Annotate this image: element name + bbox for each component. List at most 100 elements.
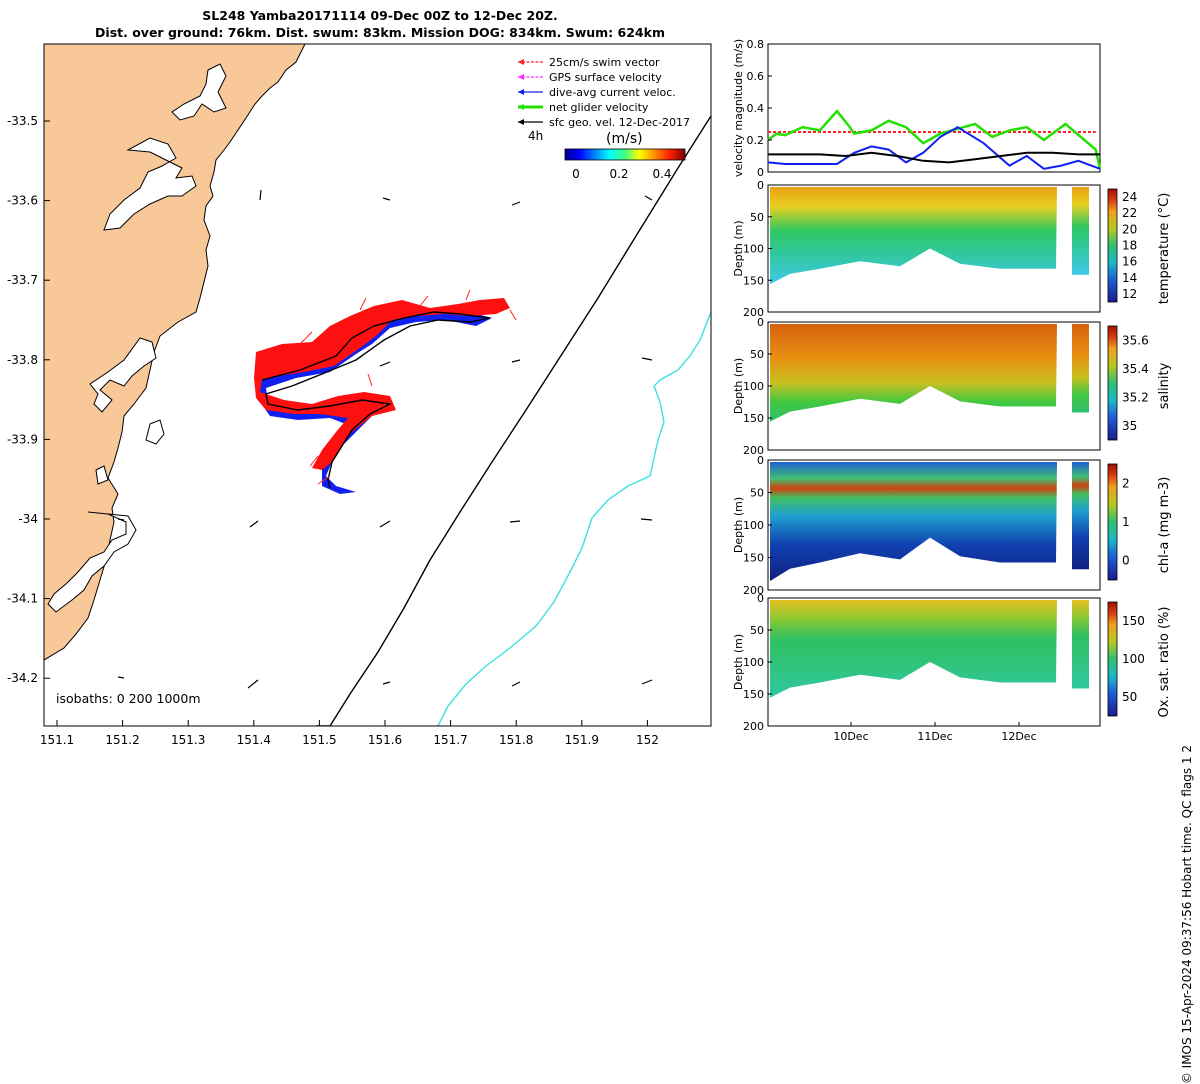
section-y-tick-label: 150 [743,552,764,565]
section-colorbar-tick-label: 150 [1122,614,1145,628]
isobath-1000m [437,311,711,726]
section-data-body-late [1072,187,1089,275]
section-x-tick-label: 12Dec [1001,730,1036,743]
section-y-tick-label: 50 [750,211,764,224]
section-data-body-late [1072,324,1089,413]
legend-label: net glider velocity [549,101,649,114]
section-y-tick-label: 150 [743,274,764,287]
section-colorbar [1107,601,1118,717]
section-y-label: Depth (m) [732,220,745,276]
map-panel: 151.1 151.2 151.3 151.4 151.5 151.6 151.7 151.8… [7,43,712,747]
velocity-y-tick-label: 0.8 [747,38,765,51]
section-y-tick-label: 50 [750,624,764,637]
map-x-tick-label: 151.2 [105,733,139,747]
velocity-y-tick-label: 0.2 [747,134,765,147]
section-colorbar-tick-label: 100 [1122,652,1145,666]
section-colorbar-tick-label: 35 [1122,419,1137,433]
colorbar-tick-label: 0.4 [652,167,671,181]
velocity-series-line [767,126,1101,170]
map-y-tick-label: -34.1 [7,592,38,606]
colorbar-tick-label: 0 [572,167,580,181]
section-y-tick-label: 200 [743,444,764,457]
map-y-tick-label: -33.6 [7,194,38,208]
velocity-y-label: velocity magnitude (m/s) [732,39,745,177]
map-x-tick-label: 151.6 [368,733,402,747]
section-data-body-late [1072,600,1089,689]
section-colorbar-tick-label: 22 [1122,206,1137,220]
section-y-label: Depth (m) [732,497,745,553]
section-colorbar-tick-label: 1 [1122,515,1130,529]
velocity-panel: 0 0.2 0.4 0.6 0.8 velocity magnitude (m/s) [732,38,1102,179]
velocity-y-tick-label: 0 [757,166,764,179]
map-x-tick-label: 151.3 [171,733,205,747]
section-data-body [770,600,1057,698]
velocity-y-tick-labels: 0 0.2 0.4 0.6 0.8 [747,38,772,179]
section-colorbar [1107,325,1118,441]
colorbar-jet [564,148,686,161]
section-colorbar-tick-label: 18 [1122,239,1137,253]
legend-arrowhead [518,119,524,125]
section-x-tick-label: 11Dec [917,730,952,743]
section-colorbar-label: chl-a (mg m-3) [1157,477,1172,574]
legend-arrowhead [518,74,524,80]
section-colorbar [1107,463,1118,581]
map-y-tick-label: -33.8 [7,353,38,367]
colorbar-unit-label: (m/s) [606,131,643,147]
section-colorbar-tick-label: 35.6 [1122,333,1149,347]
colorbar-tick-label: 0.2 [609,167,628,181]
section-data-body [770,187,1057,285]
swim-vector-band [254,298,510,470]
section-data-body-late [1072,462,1089,570]
section-colorbar-label: temperature (°C) [1157,193,1172,305]
section-y-label: Depth (m) [732,634,745,690]
section-y-tick-label: 150 [743,688,764,701]
coastline-inlets [47,63,227,613]
map-y-tick-label: -34 [18,512,38,526]
colorbar-marker-4h: 4h [528,129,543,143]
section-colorbar-tick-label: 35.4 [1122,362,1149,376]
legend-label: GPS surface velocity [549,71,662,84]
figure-title-line2: Dist. over ground: 76km. Dist. swum: 83k… [95,25,665,40]
section-colorbar-tick-label: 24 [1122,190,1137,204]
figure-title-line1: SL248 Yamba20171114 09-Dec 00Z to 12-Dec… [202,8,558,23]
section-y-tick-label: 0 [757,179,764,192]
map-x-tick-labels: 151.1 151.2 151.3 151.4 151.5 151.6 151.7 151.8… [40,720,659,747]
swim-arrows [299,289,517,485]
legend-label: sfc geo. vel. 12-Dec-2017 [549,116,690,129]
legend-label: dive-avg current veloc. [549,86,676,99]
section-panel: 0 50 100 150 200 Depth (m) 12 14 16 18 20 22 24 tempe… [732,179,1172,319]
glider-track [254,289,517,494]
map-x-tick-label: 151.9 [565,733,599,747]
section-y-tick-label: 100 [743,380,764,393]
section-y-tick-label: 100 [743,656,764,669]
section-colorbar-tick-label: 12 [1122,287,1137,301]
sfc-geo-arrows [117,189,653,689]
section-y-tick-label: 200 [743,306,764,319]
map-x-tick-label: 151.1 [40,733,74,747]
section-y-tick-label: 0 [757,592,764,605]
section-panel: 0 50 100 150 200 Depth (m) 35 35.2 35.4 35.6 salin… [732,316,1172,457]
isobath-200m [316,115,711,726]
section-colorbar-tick-label: 35.2 [1122,390,1149,404]
section-y-tick-label: 50 [750,348,764,361]
section-colorbar-label: salinity [1157,362,1172,409]
legend-label: 25cm/s swim vector [549,56,660,69]
section-colorbar-label: Ox. sat. ratio (%) [1157,607,1172,718]
colorbar-tick-labels: 0 0.2 0.4 [572,167,671,181]
section-panel: 0 50 100 150 200 Depth (m) 50 100 150 Ox. sat. ra… [732,592,1172,743]
section-y-tick-label: 50 [750,487,764,500]
section-y-tick-label: 0 [757,316,764,329]
figure-canvas: 151.1 151.2 151.3 151.4 151.5 151.6 151.7 151.8… [7,38,1172,747]
section-data-body [770,462,1057,582]
map-y-tick-label: -33.9 [7,432,38,446]
isobaths-label: isobaths: 0 200 1000m [56,691,201,706]
section-colorbar-tick-label: 16 [1122,255,1137,269]
map-x-tick-label: 151.4 [237,733,271,747]
section-colorbar [1107,188,1118,303]
section-y-tick-label: 150 [743,412,764,425]
section-y-tick-label: 100 [743,519,764,532]
section-colorbar-tick-label: 0 [1122,554,1130,568]
section-data-body [770,324,1057,422]
section-panel: 0 50 100 150 200 Depth (m) 0 1 2 chl-a (mg m-3) [732,454,1172,597]
